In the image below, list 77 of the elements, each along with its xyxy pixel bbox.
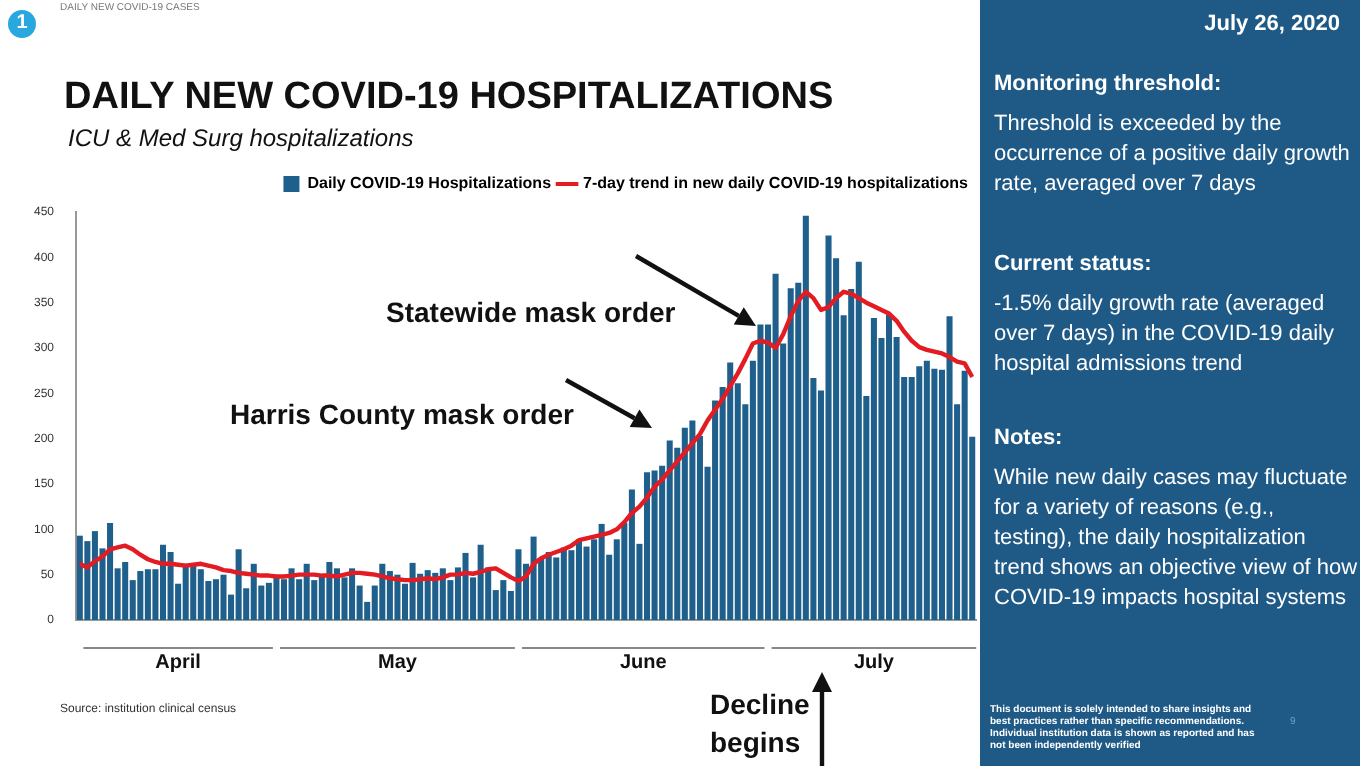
text: June [619, 651, 668, 674]
text: While new daily cases may fluctuate for a variety of reasons (e.g., testing), the daily hospitalization trend shows an objective view of how COVID-19 impacts hospital systems [994, 464, 1358, 614]
bar [144, 569, 151, 620]
bar [477, 544, 484, 620]
bar [681, 427, 688, 620]
bar [462, 552, 469, 620]
bar [91, 531, 98, 620]
bar [643, 472, 651, 620]
bar [439, 568, 446, 620]
text: Threshold is exceeded by the occurrence of a positive daily growth rate, averaged over 7 days [994, 110, 1352, 200]
bar [628, 489, 635, 620]
bar [931, 368, 938, 620]
legend-label: Daily COVID-19 Hospitalizations [307, 174, 553, 193]
bar [825, 235, 832, 620]
bar [598, 523, 605, 620]
bar [666, 440, 673, 620]
text: April [155, 651, 202, 674]
bar [727, 362, 734, 620]
chart-subtitle: ICU & Med Surg hospitalizations [68, 124, 414, 152]
bar [235, 549, 242, 620]
bar [379, 563, 386, 620]
bar [961, 370, 968, 620]
bar [137, 571, 144, 620]
bar [182, 563, 189, 620]
text: Current status: [994, 252, 1154, 276]
bar [349, 568, 356, 620]
text: May [377, 651, 418, 674]
bar [76, 535, 83, 620]
text: Notes: [994, 426, 1065, 450]
text: July 26, 2020 [1202, 12, 1340, 36]
bar [250, 563, 257, 620]
bar [870, 318, 877, 620]
bar [787, 288, 794, 620]
bar [303, 563, 310, 620]
legend-label: 7-day trend in new daily COVID-19 hospitalizations [583, 174, 970, 193]
bar [159, 544, 167, 620]
bar [923, 360, 930, 620]
bar [107, 522, 114, 620]
bar [568, 550, 575, 620]
bar [515, 549, 522, 620]
bar [288, 568, 295, 620]
bar [886, 314, 893, 620]
bar [545, 552, 552, 620]
bar [273, 575, 280, 620]
bar [197, 569, 204, 620]
chart-title: DAILY NEW COVID-19 HOSPITALIZATIONS [64, 76, 834, 120]
bar [916, 366, 923, 620]
bar [651, 470, 658, 620]
bar [409, 562, 416, 620]
annotation: Statewide mask order [386, 296, 676, 328]
bar [575, 539, 582, 620]
text: July [853, 651, 895, 674]
bar [946, 316, 953, 620]
bar [122, 561, 129, 620]
bar [757, 324, 764, 620]
bar [772, 273, 779, 620]
bar [167, 552, 174, 620]
bar [802, 215, 809, 620]
bar [326, 561, 333, 620]
bar [220, 574, 227, 620]
text: Decline begins [710, 686, 812, 762]
text: 1 [8, 10, 36, 38]
text: -1.5% daily growth rate (averaged over 7 days) in the COVID-19 daily hospital admissions trend [994, 290, 1336, 380]
text: Monitoring threshold: [994, 72, 1224, 96]
bar [583, 546, 590, 620]
bar [855, 261, 862, 620]
bar [432, 572, 439, 620]
bar [500, 580, 507, 620]
bar [265, 582, 272, 620]
bar [560, 547, 567, 620]
bar [190, 565, 197, 620]
bar [386, 571, 393, 620]
bar [689, 420, 696, 620]
bar [212, 579, 219, 620]
annotation: Harris County mask order [230, 398, 574, 430]
bar [530, 536, 537, 620]
bar [333, 568, 340, 620]
